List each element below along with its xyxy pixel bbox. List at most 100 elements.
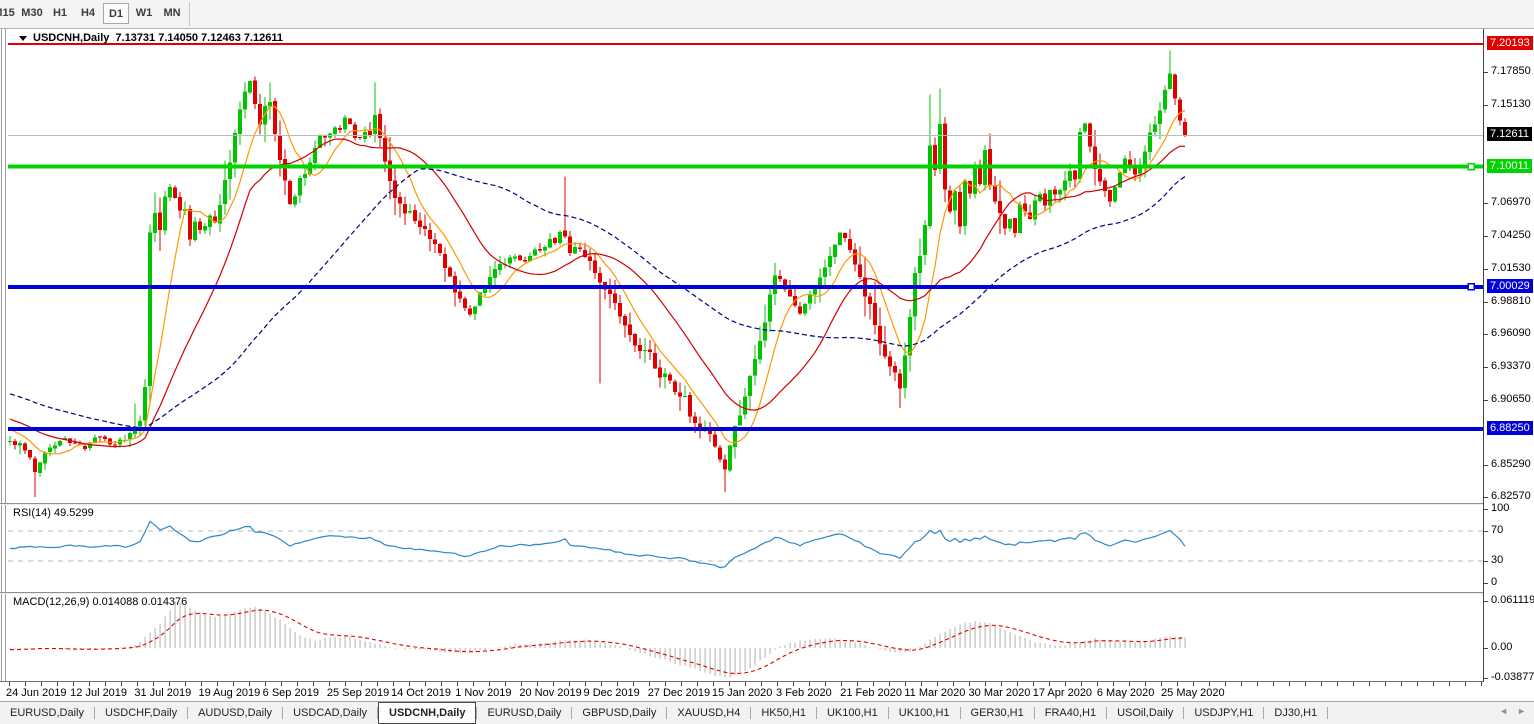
macd-histogram-bar	[249, 607, 251, 648]
macd-histogram-bar	[1164, 636, 1166, 648]
tab-separator	[1183, 707, 1185, 719]
macd-histogram-bar	[934, 636, 936, 648]
chart-tab-usoil-daily-13[interactable]: USOil,Daily	[1117, 707, 1174, 719]
candle-body	[653, 352, 657, 369]
chart-tab-usdcad-daily-3[interactable]: USDCAD,Daily	[293, 707, 368, 719]
chart-tab-usdchf-daily-1[interactable]: USDCHF,Daily	[104, 707, 178, 719]
candle-body	[463, 298, 467, 308]
candle-body	[353, 124, 357, 139]
date-tick	[889, 682, 890, 686]
candle-body	[978, 165, 982, 185]
support-line-green-handle[interactable]	[1467, 162, 1475, 171]
macd-indicator-canvas[interactable]	[8, 594, 1483, 681]
chart-tab-dj30-h1-15[interactable]: DJ30,H1	[1274, 707, 1318, 719]
chart-tab-xauusd-h4-7[interactable]: XAUUSD,H4	[677, 707, 741, 719]
price-axis[interactable]: 7.17850 7.15130 7.06970 7.04250 7.01530 6.988…	[1483, 29, 1534, 683]
timeframe-button-w1[interactable]: W1	[135, 7, 153, 19]
date-axis[interactable]: 24 Jun 2019 12 Jul 2019 31 Jul 2019 19 Aug …	[0, 682, 1534, 702]
candle-body	[323, 135, 327, 138]
chart-tab-ger30-h1-11[interactable]: GER30,H1	[970, 707, 1024, 719]
macd-histogram-bar	[834, 638, 836, 648]
candle-body	[173, 187, 177, 199]
macd-histogram-bar	[424, 648, 426, 650]
candle-body	[1063, 180, 1067, 191]
macd-histogram-bar	[1154, 638, 1156, 648]
date-label: 11 Mar 2020	[904, 687, 966, 699]
macd-histogram-bar	[364, 641, 366, 648]
candle-body	[713, 434, 717, 447]
candle-body	[908, 317, 912, 356]
candle-body	[543, 246, 547, 251]
candle-body	[258, 103, 262, 125]
symbol-dropdown-icon[interactable]	[19, 35, 27, 41]
date-tick	[1033, 682, 1034, 686]
price-tick	[1484, 648, 1488, 649]
candle-body	[918, 256, 922, 273]
tab-scroll-left-arrow[interactable]: ◄	[1499, 706, 1508, 716]
date-tick	[841, 682, 842, 686]
chart-tab-eurusd-daily-0[interactable]: EURUSD,Daily	[10, 707, 84, 719]
timeframe-button-d1[interactable]: D1	[103, 3, 129, 24]
candle-body	[93, 437, 97, 443]
candle-body	[768, 294, 772, 322]
timeframe-button-m30[interactable]: M30	[21, 7, 43, 19]
candle-body	[73, 442, 77, 444]
date-tick	[1385, 682, 1386, 686]
timeframe-button-mn[interactable]: MN	[163, 7, 181, 19]
candle-body	[43, 452, 47, 464]
chart-tab-audusd-daily-2[interactable]: AUDUSD,Daily	[198, 707, 273, 719]
macd-histogram-bar	[1049, 644, 1051, 648]
chart-tab-fra40-h1-12[interactable]: FRA40,H1	[1044, 707, 1097, 719]
tab-separator	[571, 707, 573, 719]
macd-histogram-bar	[334, 636, 336, 648]
support-blue-price-tag: 7.00029	[1487, 278, 1533, 293]
panel-separator-macd[interactable]	[0, 592, 1534, 594]
timeframe-button-h4[interactable]: H4	[80, 7, 96, 19]
macd-histogram-bar	[574, 640, 576, 648]
date-tick	[1081, 682, 1082, 686]
macd-histogram-bar	[634, 648, 636, 652]
macd-histogram-bar	[64, 648, 66, 650]
chart-tab-hk50-h1-8[interactable]: HK50,H1	[761, 707, 806, 719]
timeframe-toolbar: M15 M30 H1 H4 D1 W1 MN	[0, 0, 1534, 29]
chart-tab-uk100-h1-9[interactable]: UK100,H1	[826, 707, 878, 719]
chart-tab-usdjpy-h1-14[interactable]: USDJPY,H1	[1194, 707, 1254, 719]
candle-body	[1013, 218, 1017, 234]
candle-body	[638, 345, 642, 352]
macd-histogram-bar	[314, 640, 316, 648]
tab-scroll-right-arrow[interactable]: ►	[1517, 706, 1526, 716]
chart-tab-uk100-h1-10[interactable]: UK100,H1	[898, 707, 950, 719]
macd-histogram-bar	[769, 648, 771, 654]
macd-histogram-bar	[509, 645, 511, 648]
date-tick	[745, 682, 746, 686]
candle-body	[663, 373, 667, 377]
macd-histogram-bar	[119, 647, 121, 648]
candle-body	[443, 253, 447, 268]
candle-body	[333, 127, 337, 134]
date-tick	[1353, 682, 1354, 686]
main-chart-canvas[interactable]	[8, 29, 1483, 503]
candle-body	[358, 136, 362, 139]
macd-histogram-bar	[189, 607, 191, 648]
timeframe-button-m15[interactable]: M15	[0, 7, 15, 19]
date-tick	[473, 682, 474, 686]
candle-body	[478, 292, 482, 306]
chart-title-bar: USDCNH,Daily 7.13731 7.14050 7.12463 7.1…	[19, 32, 283, 44]
chart-tab-eurusd-daily-5[interactable]: EURUSD,Daily	[487, 707, 562, 719]
chart-tab-gbpusd-daily-6[interactable]: GBPUSD,Daily	[582, 707, 657, 719]
support-line-blue-handle[interactable]	[1467, 283, 1475, 291]
date-tick	[1337, 682, 1338, 686]
timeframe-button-h1[interactable]: H1	[52, 7, 68, 19]
candle-body	[513, 256, 517, 259]
macd-histogram-bar	[464, 648, 466, 653]
panel-separator-rsi[interactable]	[0, 503, 1534, 505]
date-tick	[137, 682, 138, 686]
chart-tab-usdcnh-daily-4[interactable]: USDCNH,Daily	[378, 702, 477, 724]
candle-body	[58, 440, 62, 446]
macd-histogram-bar	[994, 624, 996, 648]
candle-body	[893, 366, 897, 373]
macd-histogram-bar	[529, 644, 531, 648]
date-tick	[1065, 682, 1066, 686]
candle-body	[268, 102, 272, 107]
rsi-indicator-canvas[interactable]	[8, 505, 1483, 592]
